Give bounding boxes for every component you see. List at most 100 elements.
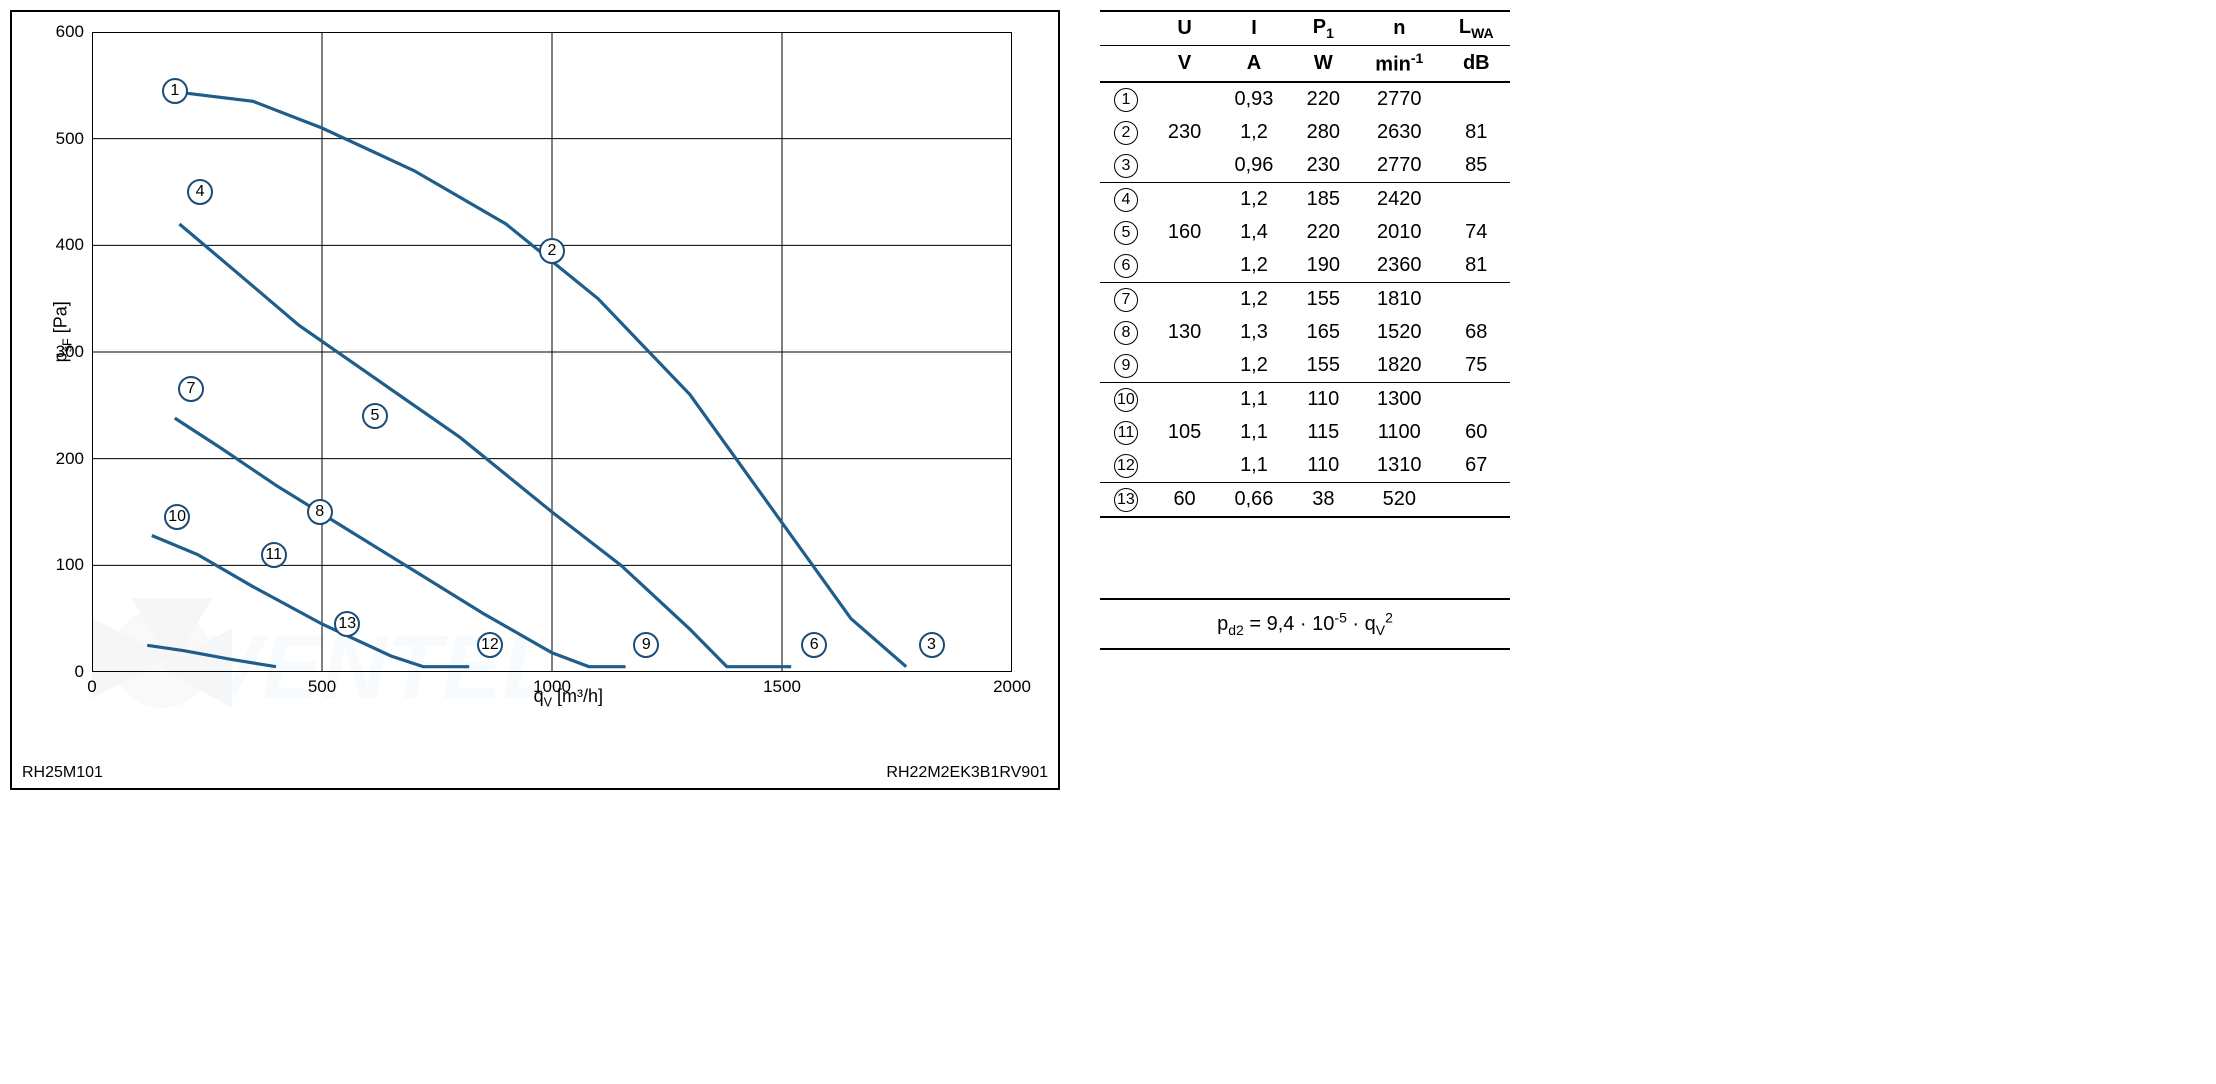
cell-P: 185 [1291,182,1356,216]
chart-plot-area: psF [Pa] qV [m³/h] 010020030040050060005… [92,32,1012,672]
xtick-label: 2000 [993,677,1031,697]
chart-svg [92,32,1012,672]
row-index: 3 [1100,149,1152,183]
ytick-label: 0 [44,662,84,682]
cell-U [1152,449,1217,483]
cell-L: 81 [1443,249,1510,283]
cell-U [1152,249,1217,283]
ytick-label: 600 [44,22,84,42]
xtick-label: 500 [308,677,336,697]
table-row: 11 105 1,1 115 1100 60 [1100,416,1510,449]
data-table-panel: U I P1 n LWA V A W min-1 dB 1 0,93 220 2… [1100,10,1510,790]
cell-U: 230 [1152,116,1217,149]
row-index: 11 [1100,416,1152,449]
curve-label-9: 9 [633,632,659,658]
cell-n: 2770 [1356,82,1442,116]
table-row: 9 1,2 155 1820 75 [1100,349,1510,383]
cell-P: 165 [1291,316,1356,349]
table-units-row: V A W min-1 dB [1100,46,1510,82]
cell-I: 1,1 [1217,449,1290,483]
table-row: 6 1,2 190 2360 81 [1100,249,1510,283]
table-row: 3 0,96 230 2770 85 [1100,149,1510,183]
ytick-label: 200 [44,449,84,469]
col-U: U [1152,11,1217,46]
cell-n: 1310 [1356,449,1442,483]
cell-I: 1,2 [1217,182,1290,216]
table-row: 1 0,93 220 2770 [1100,82,1510,116]
cell-L: 67 [1443,449,1510,483]
cell-I: 1,1 [1217,416,1290,449]
row-index: 6 [1100,249,1152,283]
cell-P: 190 [1291,249,1356,283]
cell-P: 155 [1291,282,1356,316]
cell-n: 2770 [1356,149,1442,183]
table-row: 10 1,1 110 1300 [1100,382,1510,416]
cell-I: 1,2 [1217,116,1290,149]
xtick-label: 1000 [533,677,571,697]
curve-label-5: 5 [362,403,388,429]
table-row: 4 1,2 185 2420 [1100,182,1510,216]
unit-A: A [1217,46,1290,82]
cell-P: 38 [1291,482,1356,517]
row-index: 9 [1100,349,1152,383]
cell-n: 520 [1356,482,1442,517]
cell-P: 280 [1291,116,1356,149]
row-index: 4 [1100,182,1152,216]
cell-U [1152,82,1217,116]
cell-P: 155 [1291,349,1356,383]
cell-U: 160 [1152,216,1217,249]
cell-U: 60 [1152,482,1217,517]
unit-min: min-1 [1356,46,1442,82]
col-P1: P1 [1291,11,1356,46]
ytick-label: 300 [44,342,84,362]
chart-panel: VENTEL psF [Pa] qV [m³/h] 01002003004005… [10,10,1060,790]
cell-I: 1,1 [1217,382,1290,416]
row-index: 2 [1100,116,1152,149]
cell-P: 115 [1291,416,1356,449]
curve-label-2: 2 [539,238,565,264]
curve-label-13: 13 [334,611,360,637]
formula-box: pd2 = 9,4 · 10-5 · qV2 [1100,598,1510,651]
table-row: 5 160 1,4 220 2010 74 [1100,216,1510,249]
chart-code-right: RH22M2EK3B1RV901 [886,764,1048,782]
row-index: 8 [1100,316,1152,349]
chart-code-left: RH25M101 [22,764,103,782]
cell-U [1152,349,1217,383]
cell-n: 2360 [1356,249,1442,283]
table-header-row: U I P1 n LWA [1100,11,1510,46]
cell-n: 2420 [1356,182,1442,216]
cell-L: 85 [1443,149,1510,183]
row-index: 10 [1100,382,1152,416]
formula-text: pd2 = 9,4 · 10-5 · qV2 [1217,613,1393,635]
curve-label-11: 11 [261,542,287,568]
cell-n: 1300 [1356,382,1442,416]
cell-U: 130 [1152,316,1217,349]
col-n: n [1356,11,1442,46]
cell-U [1152,382,1217,416]
cell-I: 0,93 [1217,82,1290,116]
cell-n: 2630 [1356,116,1442,149]
cell-U [1152,282,1217,316]
table-row: 8 130 1,3 165 1520 68 [1100,316,1510,349]
cell-U [1152,149,1217,183]
cell-L: 60 [1443,416,1510,449]
curve-label-3: 3 [919,632,945,658]
cell-L: 75 [1443,349,1510,383]
cell-n: 1520 [1356,316,1442,349]
unit-V: V [1152,46,1217,82]
unit-dB: dB [1443,46,1510,82]
cell-P: 220 [1291,82,1356,116]
cell-L: 74 [1443,216,1510,249]
xtick-label: 0 [87,677,96,697]
cell-L [1443,482,1510,517]
curve-label-1: 1 [162,78,188,104]
row-index: 13 [1100,482,1152,517]
cell-L [1443,382,1510,416]
cell-I: 0,96 [1217,149,1290,183]
unit-W: W [1291,46,1356,82]
cell-L [1443,182,1510,216]
col-I: I [1217,11,1290,46]
cell-L [1443,282,1510,316]
cell-P: 230 [1291,149,1356,183]
cell-P: 110 [1291,449,1356,483]
